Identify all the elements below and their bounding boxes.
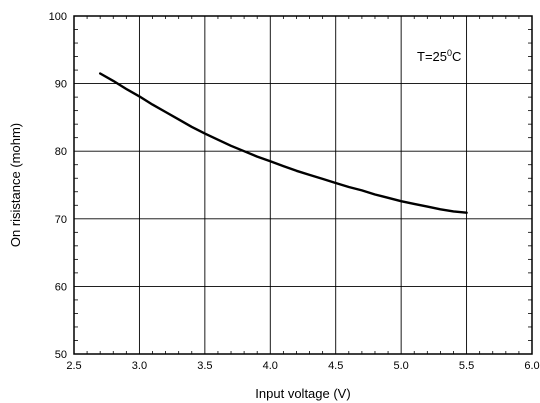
y-tick-labels: 50 60 70 80 90 100 xyxy=(49,11,67,361)
x-tick-label: 6.0 xyxy=(524,360,539,372)
series-line xyxy=(98,72,468,214)
temperature-annotation: T=250C xyxy=(417,48,461,64)
x-tick-labels: 2.5 3.0 3.5 4.0 4.5 5.0 5.5 6.0 xyxy=(66,360,539,372)
temperature-annotation-base: T=25 xyxy=(417,49,447,64)
x-tick-label: 4.0 xyxy=(263,360,278,372)
y-tick-label: 60 xyxy=(55,281,67,293)
y-tick-label: 80 xyxy=(55,146,67,158)
y-axis-label: On risistance (mohm) xyxy=(8,123,23,247)
x-tick-label: 3.0 xyxy=(132,360,147,372)
x-tick-label: 3.5 xyxy=(197,360,212,372)
y-tick-label: 90 xyxy=(55,79,67,91)
series xyxy=(98,72,468,214)
x-tick-label: 4.5 xyxy=(328,360,343,372)
y-tick-label: 70 xyxy=(55,214,67,226)
x-tick-label: 5.0 xyxy=(393,360,408,372)
x-tick-label: 5.5 xyxy=(459,360,474,372)
x-axis-label: Input voltage (V) xyxy=(255,386,350,401)
plot-frame xyxy=(73,15,533,355)
minor-ticks xyxy=(74,16,532,354)
temperature-annotation-unit: C xyxy=(452,49,461,64)
y-tick-label: 100 xyxy=(49,11,67,23)
temperature-annotation-superscript: 0 xyxy=(447,48,452,58)
x-tick-label: 2.5 xyxy=(66,360,81,372)
grid xyxy=(74,16,532,354)
y-tick-label: 50 xyxy=(55,349,67,361)
